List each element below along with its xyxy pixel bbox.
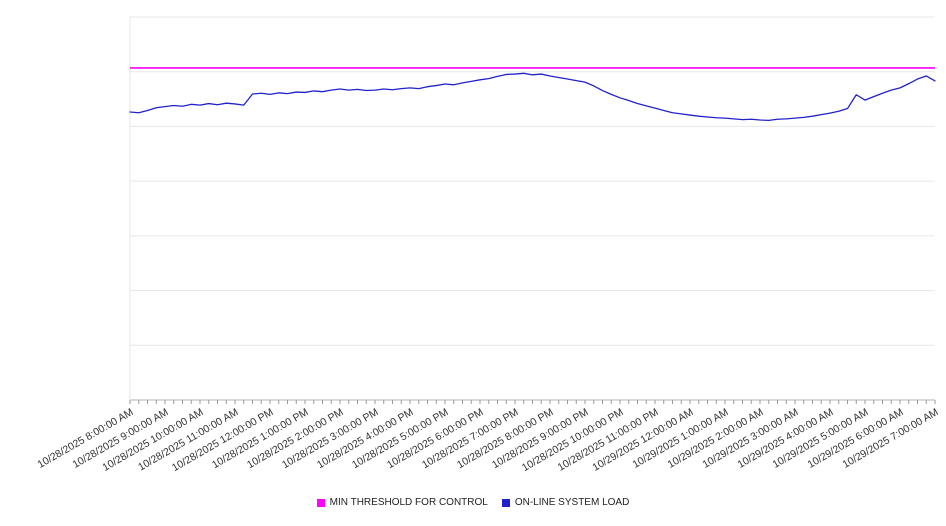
legend-item: MIN THRESHOLD FOR CONTROL	[316, 497, 488, 508]
series-line	[129, 72, 936, 122]
legend-label: MIN THRESHOLD FOR CONTROL	[329, 497, 488, 508]
legend-swatch	[316, 498, 325, 507]
legend-label: ON-LINE SYSTEM LOAD	[514, 497, 630, 508]
legend-swatch	[501, 498, 510, 507]
legend-item: ON-LINE SYSTEM LOAD	[501, 497, 630, 508]
chart-legend: MIN THRESHOLD FOR CONTROL ON-LINE SYSTEM …	[0, 497, 946, 508]
